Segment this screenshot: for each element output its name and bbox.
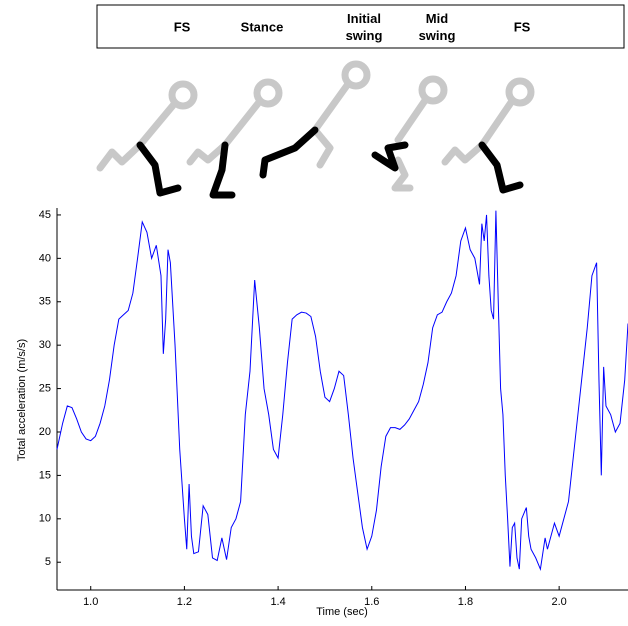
y-tick-label: 15 — [39, 469, 51, 481]
y-tick-label: 5 — [45, 556, 51, 568]
y-tick-label: 20 — [39, 426, 51, 438]
phase-box — [96, 4, 625, 49]
y-tick-label: 25 — [39, 382, 51, 394]
x-tick-label: 2.0 — [551, 596, 566, 608]
x-tick-label: 1.2 — [177, 596, 192, 608]
phase-label: Stance — [240, 19, 284, 35]
x-tick-label: 1.8 — [458, 596, 473, 608]
gait-figures — [96, 60, 535, 199]
x-tick-label: 1.0 — [83, 596, 98, 608]
y-tick-label: 10 — [39, 513, 51, 525]
x-tick-label: 1.6 — [364, 596, 379, 608]
y-tick-label: 35 — [39, 296, 51, 308]
x-tick-label: 1.4 — [270, 596, 285, 608]
phase-label: Mid swing — [418, 11, 456, 43]
phase-label: Initial swing — [345, 11, 383, 43]
x-axis-title: Time (sec) — [316, 606, 368, 618]
y-tick-label: 30 — [39, 339, 51, 351]
phase-label: FS — [513, 19, 531, 35]
y-tick-label: 40 — [39, 252, 51, 264]
phase-label: FS — [173, 19, 191, 35]
y-tick-label: 45 — [39, 209, 51, 221]
y-axis-title: Total acceleration (m/s/s) — [16, 339, 28, 461]
data-line — [56, 210, 628, 572]
